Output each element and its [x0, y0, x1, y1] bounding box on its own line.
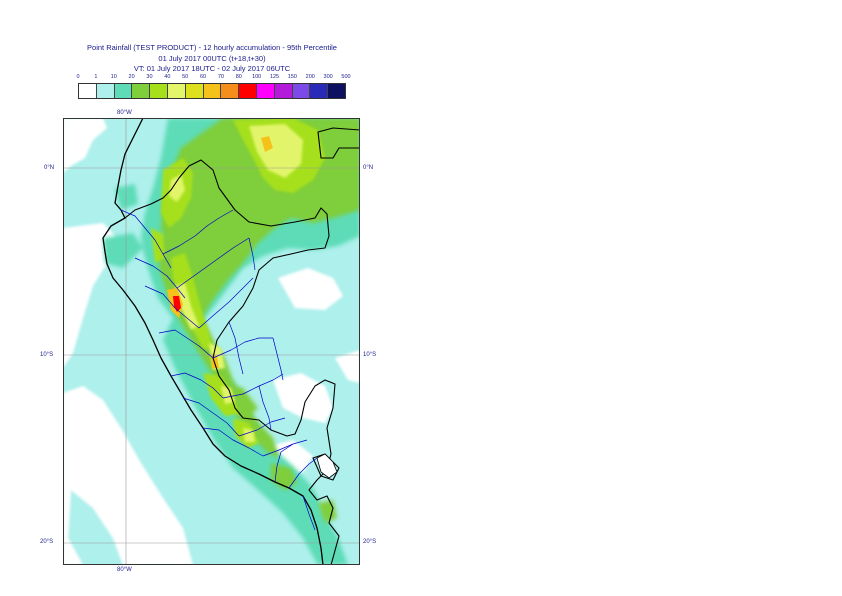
lat-label-0-right: 0°N: [363, 165, 374, 171]
legend-swatch: [167, 84, 186, 98]
lon-label-bottom: 80°W: [117, 567, 132, 573]
legend-tick-label: 300: [323, 74, 333, 80]
lake-titicaca: [316, 453, 338, 479]
color-legend: 0 1 10 20 30 40 50 60 70 80 100 125 150 200 300 500: [76, 74, 351, 102]
legend-swatch: [274, 84, 293, 98]
rainfall-map: [63, 118, 360, 565]
legend-swatch: [114, 84, 133, 98]
legend-swatch: [150, 84, 168, 98]
legend-swatch: [203, 84, 222, 98]
legend-swatch: [96, 84, 115, 98]
legend-tick-label: 0: [76, 74, 80, 80]
legend-swatch: [328, 84, 345, 98]
lat-label-10-left: 10°S: [40, 352, 54, 358]
legend-tick-label: 30: [146, 74, 153, 80]
legend-swatch: [239, 84, 257, 98]
legend-swatch: [132, 84, 151, 98]
legend-swatch: [185, 84, 204, 98]
run-time-label: 01 July 2017 00UTC (t+18,t+30): [158, 54, 266, 63]
legend-tick-label: 20: [128, 74, 135, 80]
lat-label-20-left: 20°S: [40, 539, 54, 545]
map-frame: [63, 118, 360, 565]
map-title: Point Rainfall (TEST PRODUCT) - 12 hourl…: [87, 43, 337, 52]
graticule: [63, 118, 360, 565]
legend-tick-label: 70: [217, 74, 224, 80]
legend-tick-label: 150: [287, 74, 297, 80]
validity-time-label: VT: 01 July 2017 18UTC - 02 July 2017 06…: [133, 64, 291, 73]
legend-swatch: [221, 84, 240, 98]
legend-tick-label: 40: [164, 74, 171, 80]
legend-tick-label: 125: [269, 74, 280, 80]
legend-tick-label: 80: [235, 74, 242, 80]
legend-color-bar: [78, 83, 346, 99]
coastline: [102, 118, 324, 565]
lat-label-10-right: 10°S: [363, 352, 377, 358]
legend-tick-label: 100: [252, 74, 262, 80]
lat-label-20-right: 20°S: [363, 539, 377, 545]
legend-tick-label: 500: [341, 74, 351, 80]
legend-tick-label: 60: [200, 74, 207, 80]
legend-swatch: [292, 84, 311, 98]
lon-label-top: 80°W: [117, 110, 132, 116]
legend-swatch: [310, 84, 329, 98]
lat-label-0-left: 0°N: [44, 165, 55, 171]
legend-tick-label: 10: [110, 74, 117, 80]
admin-boundaries: [120, 209, 318, 531]
legend-tick-label: 1: [94, 74, 98, 80]
legend-swatch: [256, 84, 275, 98]
legend-tick-label: 50: [182, 74, 189, 80]
legend-tick-label: 200: [305, 74, 315, 80]
legend-swatch: [79, 84, 97, 98]
